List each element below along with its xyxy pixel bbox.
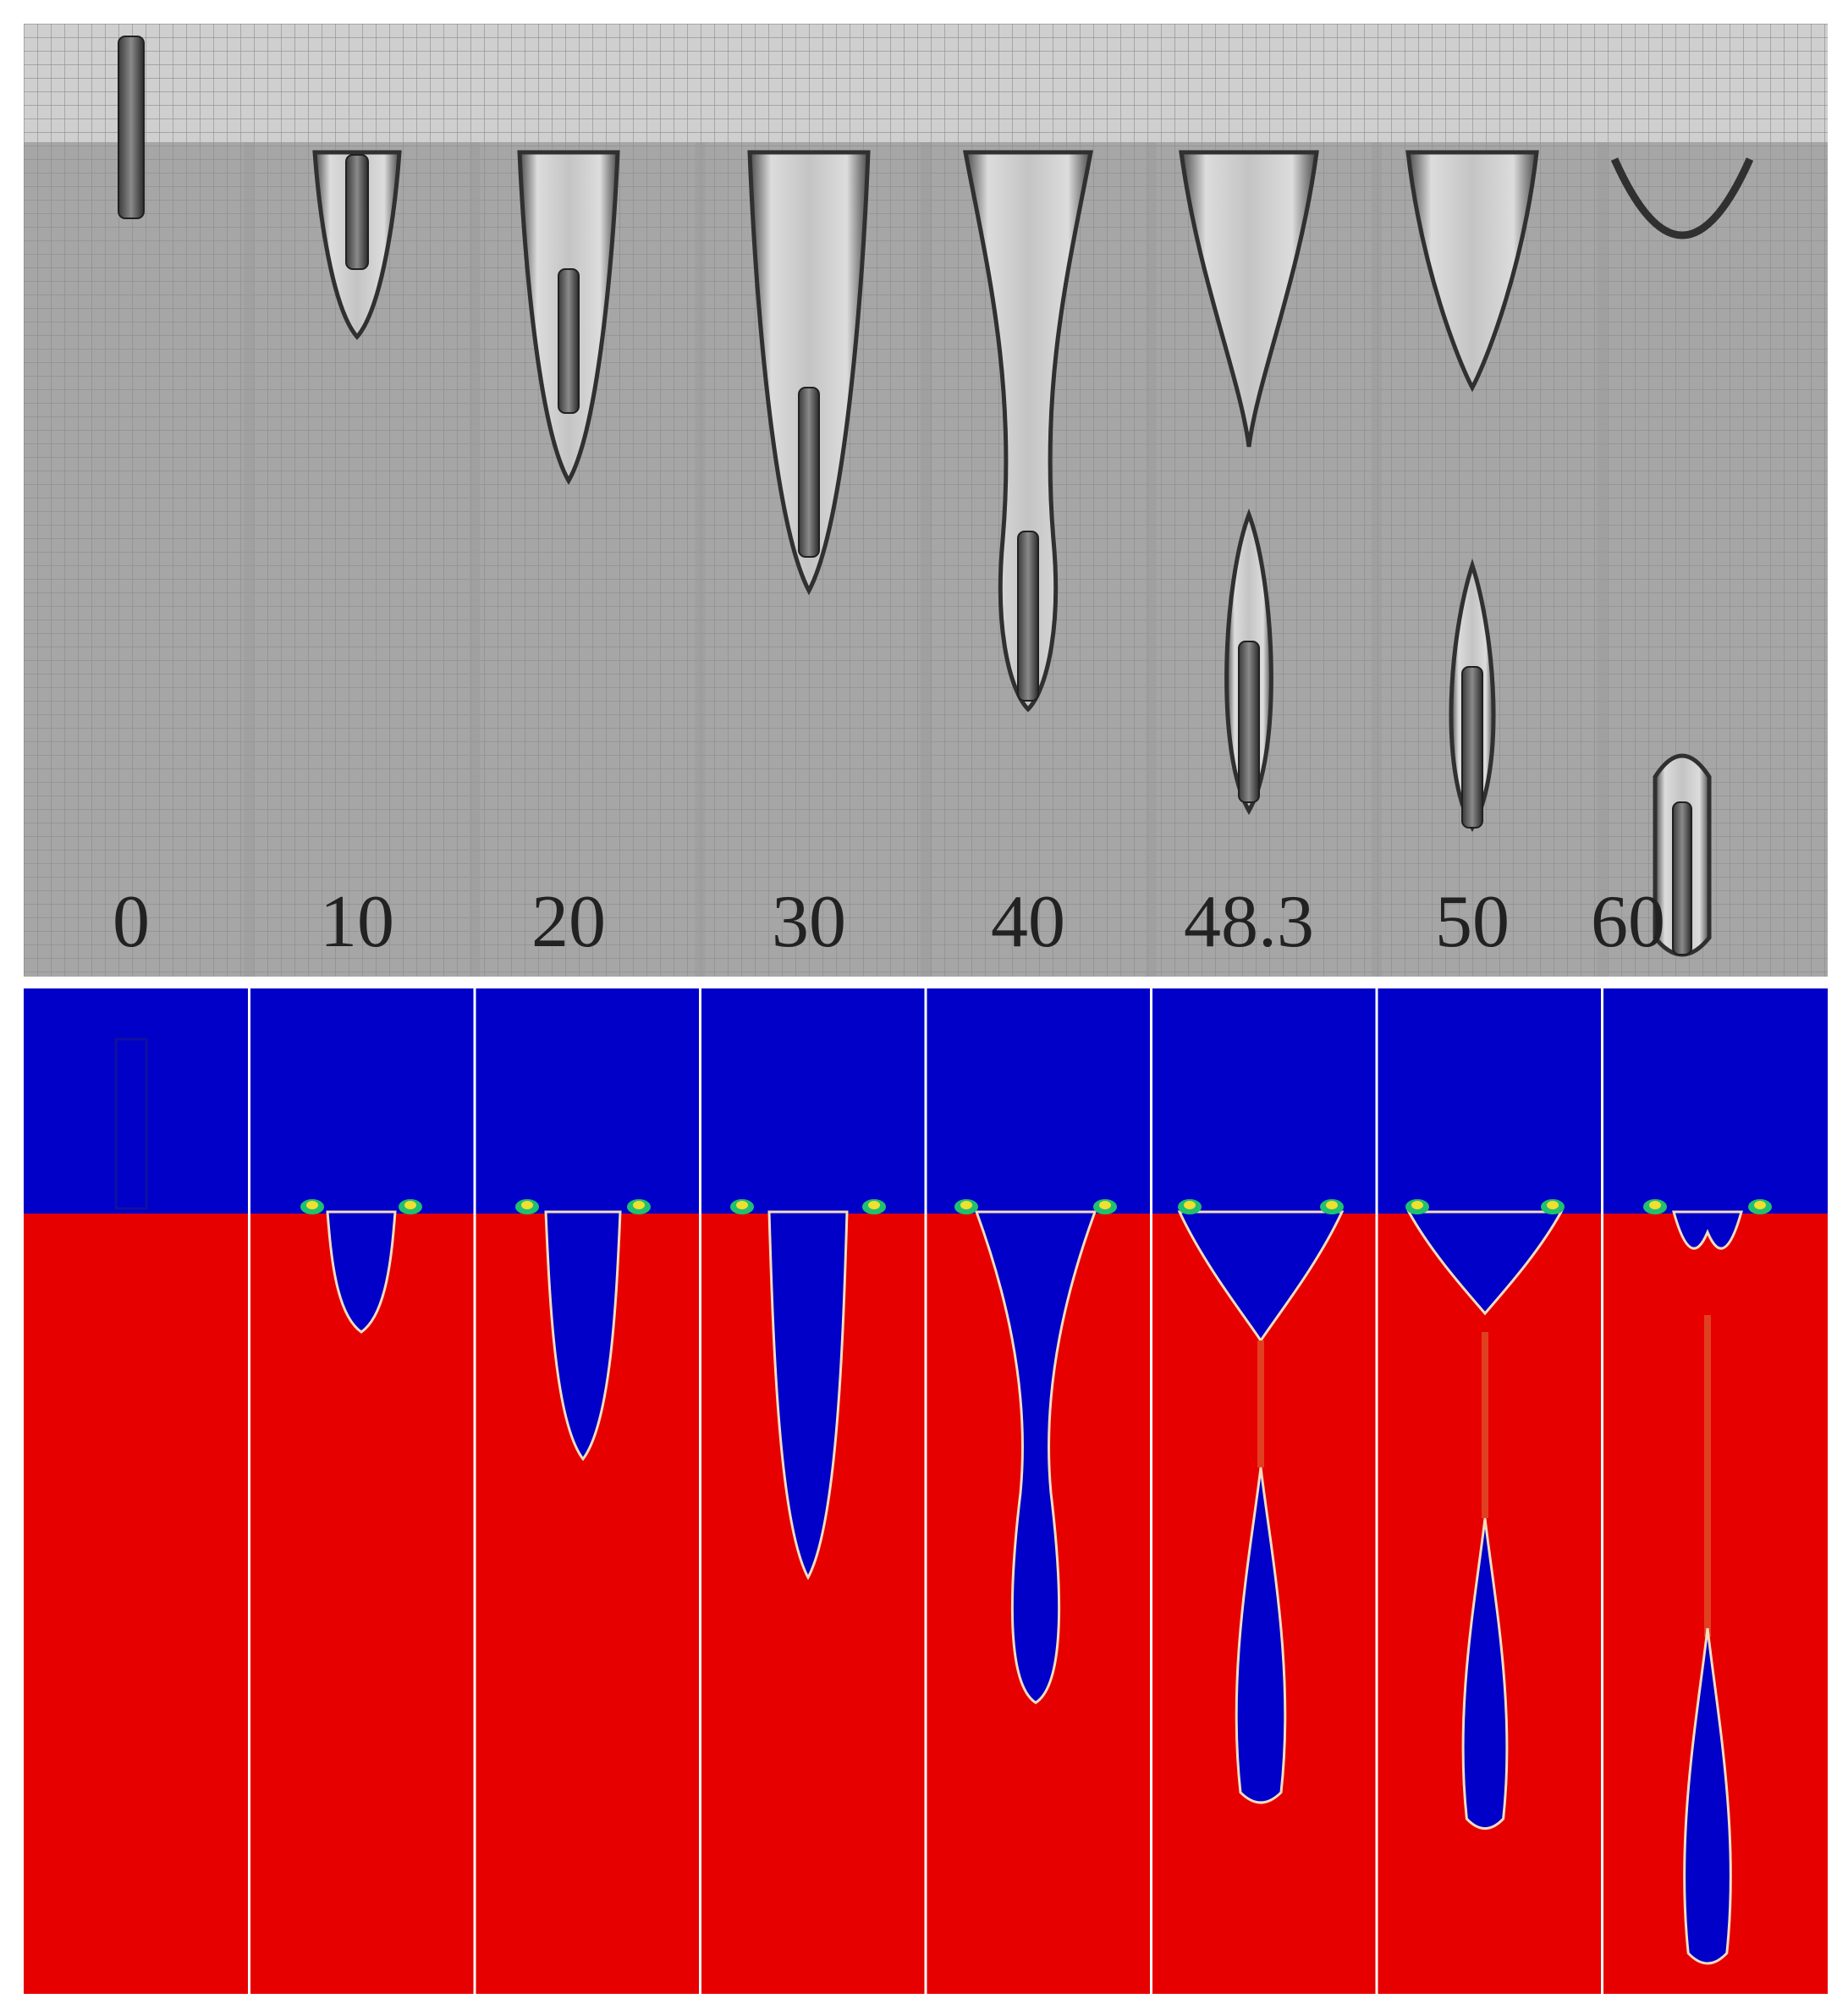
sim-splash-48-3-left-core [1184,1201,1196,1209]
photo-projectile-40 [1017,531,1039,702]
sim-cavity-30 [767,1210,849,1581]
sim-bubble-48-3 [1235,1467,1287,1804]
sim-thread-60 [1704,1315,1711,1637]
photo-band-5 [1146,142,1157,977]
time-label-60: 60 [1591,881,1665,963]
photo-band-2 [470,142,480,977]
simulation-panel [24,988,1828,1994]
experiment-photo-panel [24,24,1828,977]
sim-splash-30-left-core [736,1201,748,1209]
time-label-40: 40 [991,881,1065,963]
time-label-30: 30 [772,881,846,963]
sim-splash-40-left-core [960,1201,972,1209]
photo-projectile-50 [1461,666,1483,829]
photo-band-7 [1597,142,1608,977]
sim-splash-20-right-core [633,1201,645,1209]
sim-cavity-20 [544,1210,622,1462]
time-label-10: 10 [320,881,394,963]
photo-projectile-20 [558,268,580,414]
sim-splash-10-left-core [306,1201,318,1209]
photo-projectile-60 [1672,801,1692,955]
sim-dimple-60 [1672,1210,1743,1250]
photo-cone-50 [1405,150,1539,393]
sim-bubble-60 [1683,1627,1732,1965]
sim-splash-20-left-core [521,1201,533,1209]
time-label-20: 20 [531,881,606,963]
sim-splash-48-3-right-core [1326,1201,1338,1209]
photo-projectile-10 [345,154,369,270]
simulation-svg [24,988,1828,1994]
sim-splash-50-left-core [1411,1201,1423,1209]
photo-cavity-30 [747,150,871,596]
sim-splash-60-left-core [1649,1201,1661,1209]
sim-cone-50 [1406,1210,1564,1316]
sim-splash-50-right-core [1547,1201,1559,1209]
sim-cavity-40 [974,1210,1097,1704]
sim-splash-40-right-core [1099,1201,1111,1209]
time-label-48-3: 48.3 [1184,881,1314,963]
sim-splash-30-right-core [868,1201,880,1209]
photo-band-1 [244,142,255,977]
photo-band-3 [695,142,706,977]
photo-cone-48-3 [1179,150,1319,448]
sim-cavity-10 [326,1210,397,1334]
photo-projectile-48-3 [1238,641,1260,803]
time-label-50: 50 [1435,881,1510,963]
sim-cone-48-3 [1177,1210,1345,1343]
time-label-0: 0 [113,881,150,963]
experiment-photo-svg [24,24,1828,977]
photo-projectile-30 [798,387,820,558]
sim-splash-60-right-core [1754,1201,1766,1209]
sim-splash-10-right-core [404,1201,416,1209]
sim-projectile-outline-0 [114,1038,148,1210]
photo-crater-60 [1610,157,1754,239]
photo-band-6 [1372,142,1382,977]
photo-projectile-0 [118,36,145,219]
photo-cavity-40 [962,150,1094,713]
photo-band-4 [921,142,931,977]
sim-thread-50 [1482,1332,1488,1518]
sim-bubble-50 [1461,1517,1509,1831]
sim-thread-48-3 [1257,1341,1264,1467]
